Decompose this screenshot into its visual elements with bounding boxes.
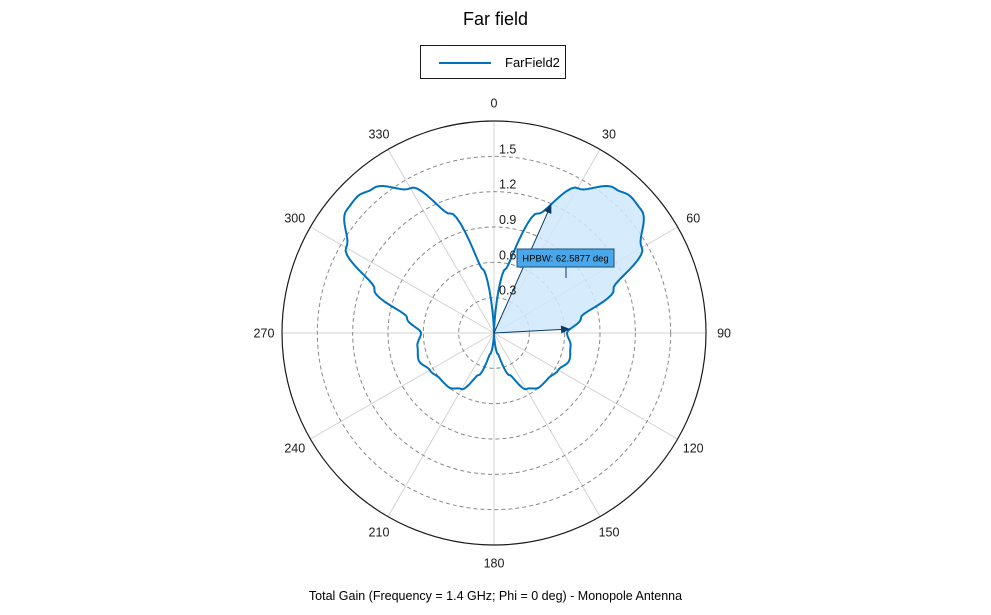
hpbw-annotation: HPBW: 62.5877 deg — [493, 203, 615, 334]
radial-circle-0 — [458, 297, 530, 369]
chart-title: Far field — [462, 9, 529, 29]
angle-tick-label-90: 90 — [717, 327, 731, 341]
angle-tick-label-150: 150 — [599, 526, 620, 540]
angle-tick-label-30: 30 — [602, 127, 616, 141]
angle-tick-label-180: 180 — [484, 557, 505, 571]
radial-circle-1 — [422, 261, 566, 405]
hpbw-arrowhead-0 — [544, 204, 552, 215]
radial-tick-label-0.3: 0.3 — [499, 284, 516, 298]
radial-tick-label-1.5: 1.5 — [499, 142, 516, 156]
radial-tick-label-0.9: 0.9 — [499, 213, 516, 227]
outer-circle — [281, 120, 707, 546]
angle-tick-label-120: 120 — [683, 442, 704, 456]
polar-grid — [281, 120, 707, 546]
angle-tick-label-210: 210 — [369, 526, 390, 540]
angle-tick-label-300: 300 — [284, 211, 305, 225]
angle-tick-label-240: 240 — [284, 442, 305, 456]
tick-labels: 0 30 60 90 120 150 180 210 240 270 300 330 0.3 0.6 0.9… — [254, 96, 731, 570]
hpbw-label-text: HPBW: 62.5877 deg — [522, 254, 608, 265]
hpbw-arrow-line-0 — [493, 203, 552, 334]
radial-tick-label-1.2: 1.2 — [499, 178, 516, 192]
angle-tick-label-330: 330 — [369, 127, 390, 141]
radial-circle-2 — [387, 226, 601, 440]
angle-tick-label-270: 270 — [254, 327, 275, 341]
legend-label-farfield2: FarField2 — [505, 55, 560, 70]
hpbw-arrow-line-1 — [493, 328, 571, 334]
hpbw-label-box — [516, 248, 615, 268]
angle-tick-label-60: 60 — [686, 211, 700, 225]
spoke-150 — [493, 332, 601, 517]
chart-caption: Total Gain (Frequency = 1.4 GHz; Phi = 0… — [308, 589, 683, 603]
legend-swatch-farfield2 — [439, 62, 491, 64]
radial-tick-label-0.6: 0.6 — [499, 248, 516, 262]
spoke-210 — [387, 332, 495, 517]
legend[interactable]: FarField2 — [420, 45, 566, 79]
hpbw-arrowhead-1 — [560, 325, 571, 334]
radial-circle-3 — [352, 191, 636, 475]
angle-tick-label-0: 0 — [491, 96, 498, 110]
radial-circle-4 — [316, 155, 672, 511]
